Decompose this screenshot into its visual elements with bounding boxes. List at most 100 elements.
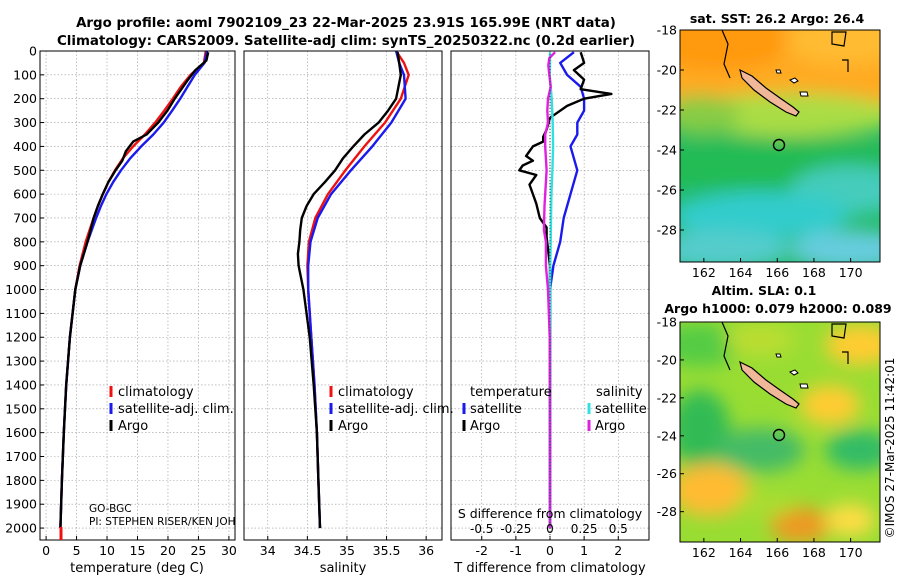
- legend-t-argo: Argo: [470, 419, 500, 434]
- sst-map-frame: [679, 29, 881, 263]
- legend-salinity-heading: salinity: [596, 385, 643, 400]
- map-y-tick-label: -28: [657, 223, 677, 238]
- depth-tick-label: 100: [13, 67, 37, 82]
- map-y-tick-label: -20: [657, 63, 677, 78]
- sla-map-axes: 162 164 166 168 170 -18 -20 -22 -24 -26 -28: [657, 315, 863, 561]
- series-temperature-2: [59, 51, 210, 529]
- map-x-tick-label: 168: [802, 545, 826, 560]
- watermark: ©IMOS 27-Mar-2025 11:42:01: [883, 358, 897, 539]
- salinity-panel: 34 34.5 35 35.5 36: [243, 50, 443, 558]
- sla-map-title: Altim. SLA: 0.1: [712, 283, 817, 298]
- difference-legend: temperature satellite Argo salinity sate…: [462, 385, 647, 434]
- series-difference-1: [518, 51, 613, 529]
- legend-s-argo: Argo: [595, 419, 625, 434]
- s-diff-tick-label: 0: [546, 522, 554, 536]
- depth-tick-label: 200: [13, 91, 37, 106]
- difference-xlabel-top: S difference from climatology: [458, 506, 643, 521]
- annotation-pi: PI: STEPHEN RISER/KEN JOHN: [89, 516, 243, 528]
- map-y-tick-label: -18: [657, 23, 677, 38]
- loyalty-islands-sla: [775, 353, 809, 389]
- plot-frame: [243, 50, 443, 541]
- depth-tick-label: 1100: [5, 306, 37, 321]
- sst-map: [680, 30, 880, 262]
- series-salinity-0: [306, 51, 410, 529]
- legend-satellite-adj-s: satellite-adj. clim.: [338, 402, 454, 417]
- x-tick-label: -2: [475, 543, 487, 558]
- s-diff-tick-label: -0.5: [470, 522, 493, 536]
- annotation-program: GO-BGC: [89, 503, 132, 515]
- depth-tick-label: 800: [13, 234, 37, 249]
- x-tick-label: 30: [221, 543, 237, 558]
- series-salinity-2: [296, 52, 402, 529]
- sla-map-subtitle: Argo h1000: 0.079 h2000: 0.089: [664, 301, 891, 316]
- x-tick-label: 34: [260, 543, 276, 558]
- temperature-annotation: GO-BGC PI: STEPHEN RISER/KEN JOHN: [89, 503, 243, 528]
- sla-map-frame: [679, 321, 881, 543]
- sst-map-title: sat. SST: 26.2 Argo: 26.4: [690, 11, 865, 26]
- map-y-tick-label: -22: [657, 103, 677, 118]
- sla-map: [680, 322, 880, 542]
- depth-tick-label: 1200: [5, 330, 37, 345]
- figure-title-line2: Climatology: CARS2009. Satellite-adj cli…: [57, 34, 635, 49]
- x-tick-label: 1: [580, 543, 588, 558]
- series-difference-3: [542, 51, 556, 529]
- legend-climatology-s: climatology: [338, 385, 414, 400]
- x-tick-label: 0: [546, 543, 554, 558]
- depth-tick-label: 1800: [5, 473, 37, 488]
- s-diff-tick-label: 0.5: [609, 522, 628, 536]
- new-caledonia-sla: [739, 360, 800, 409]
- legend-s-satellite: satellite: [595, 402, 647, 417]
- x-tick-label: -1: [510, 543, 522, 558]
- depth-tick-label: 300: [13, 115, 37, 130]
- legend-temperature-heading: temperature: [470, 385, 552, 400]
- map-x-tick-label: 170: [839, 545, 863, 560]
- legend-climatology: climatology: [118, 385, 194, 400]
- temperature-legend: climatology satellite-adj. clim. Argo: [109, 385, 234, 434]
- sst-map-axes: 162 164 166 168 170 -18 -20 -22 -24 -26 -28: [657, 23, 863, 281]
- map-y-tick-label: -22: [657, 390, 677, 405]
- argo-position-sla: [772, 428, 786, 442]
- depth-tick-label: 2000: [5, 521, 37, 536]
- x-tick-label: 0: [42, 543, 50, 558]
- plot-frame: [39, 50, 236, 541]
- depth-axis: 0 100 200 300 400 500 600 700 800 900 1000 1100 1200…: [5, 44, 44, 536]
- legend-argo-s: Argo: [338, 419, 368, 434]
- depth-tick-label: 900: [13, 258, 37, 273]
- map-x-tick-label: 164: [729, 265, 753, 280]
- map-x-tick-label: 162: [692, 265, 716, 280]
- coast-lines: [721, 30, 849, 79]
- map-y-tick-label: -20: [657, 352, 677, 367]
- map-y-tick-label: -28: [657, 504, 677, 519]
- x-tick-label: 36: [418, 543, 434, 558]
- depth-tick-label: 1600: [5, 425, 37, 440]
- x-tick-label: 35: [339, 543, 355, 558]
- x-tick-label: 35.5: [373, 543, 401, 558]
- x-tick-label: 5: [73, 543, 81, 558]
- x-tick-label: 15: [130, 543, 146, 558]
- x-tick-label: 25: [190, 543, 206, 558]
- loyalty-islands: [775, 69, 809, 97]
- depth-tick-label: 1300: [5, 354, 37, 369]
- depth-tick-label: 400: [13, 139, 37, 154]
- legend-t-satellite: satellite: [470, 402, 522, 417]
- x-tick-label: 34.5: [293, 543, 321, 558]
- x-tick-label: 10: [99, 543, 115, 558]
- salinity-legend: climatology satellite-adj. clim. Argo: [329, 385, 454, 434]
- sst-field-pattern: [680, 30, 880, 262]
- sla-field-pattern: [680, 323, 880, 542]
- x-tick-label: 2: [614, 543, 622, 558]
- map-x-tick-label: 168: [802, 265, 826, 280]
- depth-tick-label: 1500: [5, 401, 37, 416]
- map-y-tick-label: -26: [657, 466, 677, 481]
- map-y-tick-label: -26: [657, 183, 677, 198]
- map-y-tick-label: -18: [657, 315, 677, 330]
- s-diff-tick-label: -0.25: [500, 522, 531, 536]
- temperature-xlabel: temperature (deg C): [70, 561, 204, 576]
- legend-satellite-adj: satellite-adj. clim.: [118, 402, 234, 417]
- map-x-tick-label: 166: [765, 545, 789, 560]
- difference-xlabel: T difference from climatology: [453, 561, 646, 576]
- depth-tick-label: 1900: [5, 497, 37, 512]
- temperature-panel: 0 5 10 15 20 25 30: [39, 50, 237, 558]
- salinity-xlabel: salinity: [320, 561, 367, 576]
